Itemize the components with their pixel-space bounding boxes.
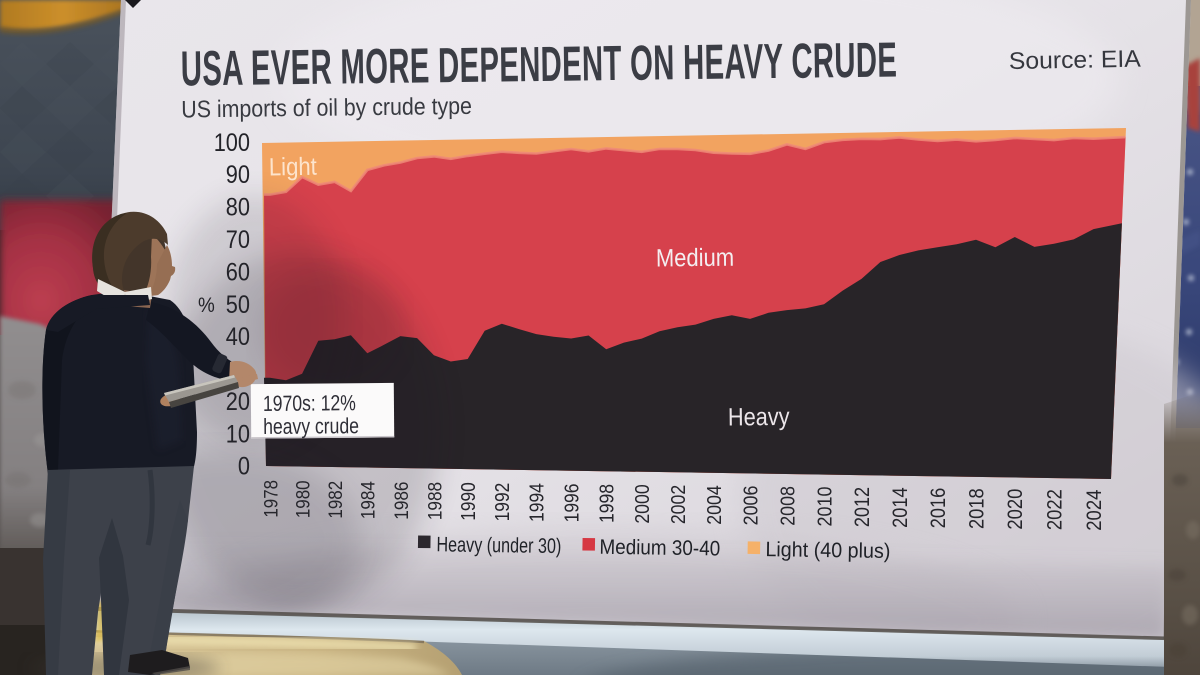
svg-text:2014: 2014	[889, 487, 912, 528]
svg-text:1982: 1982	[324, 481, 346, 519]
svg-text:1984: 1984	[357, 481, 379, 519]
svg-text:90: 90	[226, 161, 250, 189]
svg-text:10: 10	[226, 420, 250, 448]
svg-text:1990: 1990	[457, 482, 479, 520]
svg-text:2008: 2008	[777, 486, 799, 526]
svg-text:1978: 1978	[260, 480, 281, 518]
svg-text:2002: 2002	[668, 485, 690, 524]
svg-text:heavy crude: heavy crude	[263, 414, 359, 439]
svg-text:%: %	[198, 294, 215, 317]
svg-text:Light: Light	[269, 153, 318, 181]
svg-text:2020: 2020	[1004, 489, 1027, 530]
svg-text:USA EVER MORE DEPENDENT ON HEA: USA EVER MORE DEPENDENT ON HEAVY CRUDE	[180, 32, 897, 97]
svg-text:60: 60	[226, 258, 250, 286]
svg-text:2018: 2018	[965, 488, 988, 529]
svg-text:1998: 1998	[597, 484, 619, 523]
svg-text:1996: 1996	[560, 484, 582, 523]
svg-text:0: 0	[238, 452, 250, 480]
svg-text:2016: 2016	[927, 488, 950, 529]
svg-text:2024: 2024	[1083, 490, 1106, 531]
svg-text:1986: 1986	[390, 482, 412, 520]
svg-text:Light (40 plus): Light (40 plus)	[765, 539, 890, 564]
svg-text:2004: 2004	[704, 485, 726, 525]
svg-text:US imports of oil by crude typ: US imports of oil by crude type	[181, 92, 472, 123]
svg-text:1970s: 12%: 1970s: 12%	[263, 391, 356, 416]
svg-text:70: 70	[226, 226, 250, 254]
svg-text:2022: 2022	[1043, 489, 1066, 530]
svg-text:40: 40	[226, 323, 250, 351]
svg-text:Medium: Medium	[656, 243, 734, 271]
svg-text:Source: EIA: Source: EIA	[1009, 46, 1142, 75]
svg-text:2000: 2000	[632, 484, 654, 523]
svg-text:1994: 1994	[526, 483, 548, 522]
svg-text:Heavy (under 30): Heavy (under 30)	[436, 532, 561, 557]
svg-text:1980: 1980	[291, 480, 313, 518]
svg-text:100: 100	[214, 128, 250, 156]
svg-text:1988: 1988	[423, 482, 445, 520]
svg-text:50: 50	[226, 290, 250, 318]
svg-text:2010: 2010	[813, 486, 836, 526]
svg-text:20: 20	[226, 388, 250, 416]
svg-text:Heavy: Heavy	[728, 402, 790, 430]
svg-text:2012: 2012	[851, 487, 874, 527]
svg-text:Medium 30-40: Medium 30-40	[599, 536, 720, 561]
svg-text:2006: 2006	[740, 486, 762, 526]
svg-text:80: 80	[226, 193, 250, 221]
svg-text:1992: 1992	[491, 483, 513, 522]
